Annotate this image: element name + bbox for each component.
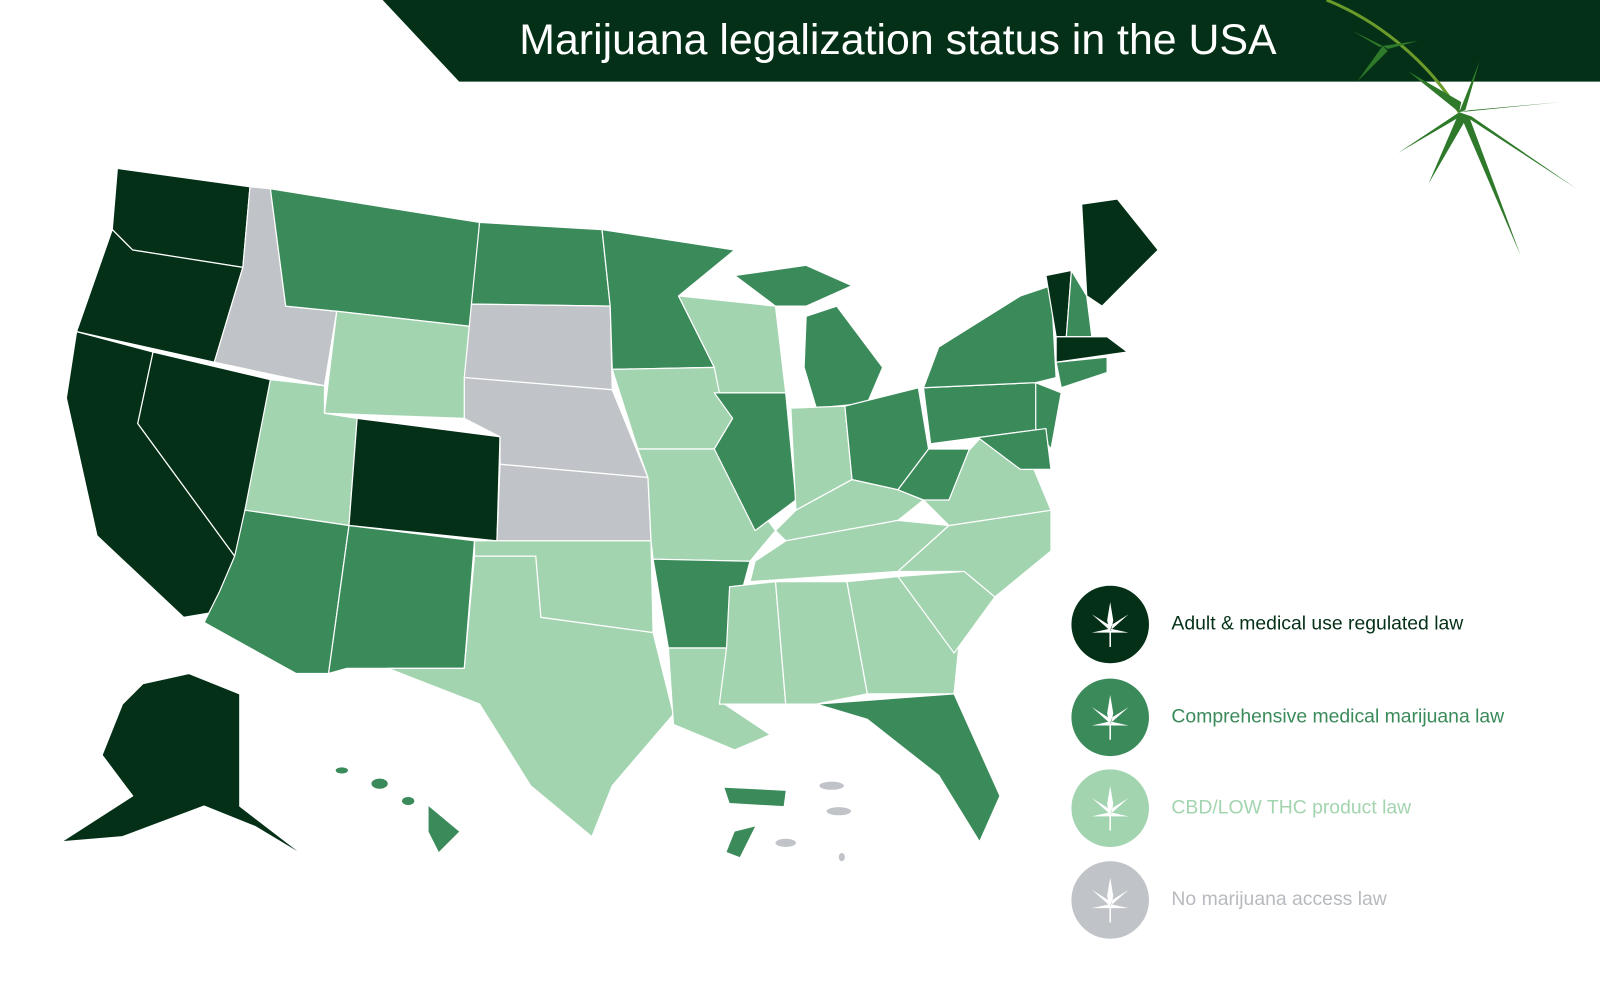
us-map xyxy=(60,167,1159,862)
legend-label: Comprehensive medical marijuana law xyxy=(1171,705,1505,727)
legend-label: Adult & medical use regulated law xyxy=(1171,613,1464,635)
legend-item: Adult & medical use regulated law xyxy=(1071,585,1464,664)
leaf-icon xyxy=(1091,602,1129,635)
legend-item: CBD/LOW THC product law xyxy=(1071,769,1412,847)
leaf-icon xyxy=(1091,694,1129,728)
legend-item: Comprehensive medical marijuana law xyxy=(1071,678,1505,757)
legend-label: No marijuana access law xyxy=(1171,888,1387,910)
title: Marijuana legalization status in the USA xyxy=(519,16,1277,64)
title-banner xyxy=(382,0,1600,82)
legend-label: CBD/LOW THC product law xyxy=(1171,796,1412,818)
leaf-decoration xyxy=(1325,0,1577,256)
legend-item: No marijuana access law xyxy=(1071,861,1388,939)
leaf-icon xyxy=(1091,877,1129,911)
legend: Adult & medical use regulated law Compreh… xyxy=(1071,585,1505,939)
leaf-icon xyxy=(1091,785,1129,819)
